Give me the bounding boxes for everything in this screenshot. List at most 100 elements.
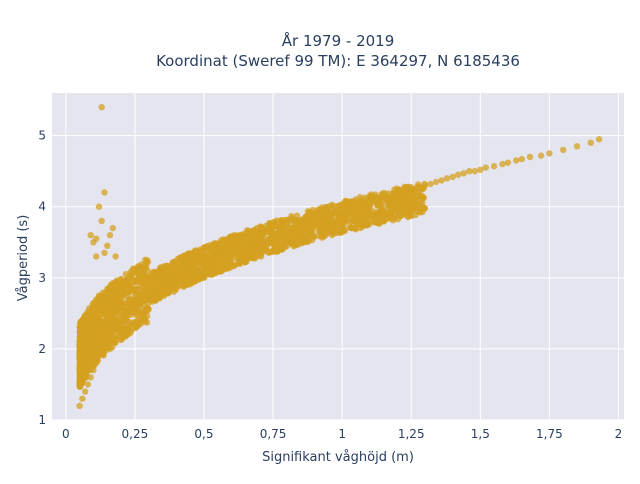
data-point [427, 180, 434, 188]
data-point [91, 310, 98, 317]
y-tick-label: 2 [38, 342, 46, 356]
x-tick-label: 2 [615, 427, 623, 441]
data-point [101, 189, 108, 196]
data-point [380, 217, 387, 225]
data-point [198, 273, 205, 281]
data-point [145, 292, 152, 299]
data-point [90, 352, 97, 360]
data-point [307, 209, 314, 216]
data-point [174, 263, 181, 270]
data-point [233, 233, 240, 240]
data-point [399, 189, 407, 196]
data-point [477, 166, 484, 173]
data-point [416, 183, 423, 190]
data-point [98, 217, 105, 225]
data-point [107, 345, 114, 352]
data-point [283, 228, 291, 235]
data-point [210, 245, 218, 253]
data-point [158, 273, 165, 280]
data-point [120, 281, 127, 289]
data-point [400, 202, 407, 210]
data-point [123, 276, 130, 283]
data-point [339, 227, 346, 234]
data-point [300, 221, 307, 228]
data-point [513, 157, 520, 164]
data-points [76, 104, 603, 409]
data-point [122, 317, 129, 325]
data-point [518, 155, 525, 163]
data-point [125, 288, 133, 295]
data-point [143, 305, 150, 312]
data-point [217, 256, 224, 264]
data-point [250, 242, 257, 249]
data-point [316, 216, 324, 223]
data-point [504, 159, 512, 166]
data-point [386, 211, 394, 218]
data-point [267, 235, 274, 242]
data-point [84, 329, 91, 337]
data-point [294, 224, 302, 232]
chart-title-line-2: Koordinat (Sweref 99 TM): E 364297, N 61… [156, 52, 520, 70]
data-point [102, 310, 109, 318]
data-point [490, 163, 498, 170]
data-point [151, 288, 158, 296]
data-point [348, 218, 355, 225]
data-point [76, 381, 83, 388]
y-tick-label: 5 [38, 129, 46, 143]
data-point [140, 269, 147, 276]
data-point [370, 212, 378, 219]
data-point [443, 175, 451, 182]
data-point [97, 332, 105, 339]
data-point [82, 344, 90, 352]
data-point [106, 331, 114, 338]
data-point [176, 255, 183, 262]
data-point [219, 239, 226, 246]
data-point [112, 303, 120, 310]
data-point [361, 202, 368, 209]
data-point [92, 331, 100, 339]
data-point [197, 246, 204, 253]
data-point [267, 248, 274, 255]
x-tick-label: 1 [338, 427, 346, 441]
data-point [202, 256, 209, 263]
data-point [126, 283, 133, 290]
data-point [259, 247, 267, 255]
data-point [256, 239, 263, 246]
data-point [82, 367, 89, 374]
data-point [315, 206, 322, 213]
chart-title-line-1: År 1979 - 2019 [282, 31, 395, 50]
data-point [200, 264, 208, 271]
data-point [76, 333, 84, 341]
data-point [364, 214, 371, 221]
data-point [109, 224, 117, 232]
data-point [79, 374, 86, 381]
data-point [87, 232, 94, 239]
data-point [261, 239, 268, 246]
y-tick-labels: 1 2 3 4 5 [38, 129, 46, 427]
data-point [332, 220, 339, 227]
data-point [148, 273, 156, 280]
data-point [86, 305, 93, 312]
data-point [420, 194, 427, 202]
data-point [95, 292, 103, 299]
data-point [357, 214, 364, 221]
data-point [438, 177, 445, 184]
data-point [188, 276, 196, 283]
data-point [355, 203, 362, 210]
data-point [95, 325, 102, 332]
data-point [178, 274, 186, 281]
data-point [278, 232, 285, 239]
data-point [460, 170, 467, 177]
data-point [106, 232, 114, 239]
data-point [302, 213, 309, 220]
data-point [82, 388, 89, 395]
data-point [111, 279, 119, 286]
data-point [186, 253, 193, 260]
x-tick-label: 1,5 [471, 427, 490, 441]
data-point [410, 203, 418, 210]
data-point [293, 232, 300, 239]
data-point [189, 258, 196, 265]
data-point [272, 232, 279, 239]
data-point [292, 242, 299, 249]
